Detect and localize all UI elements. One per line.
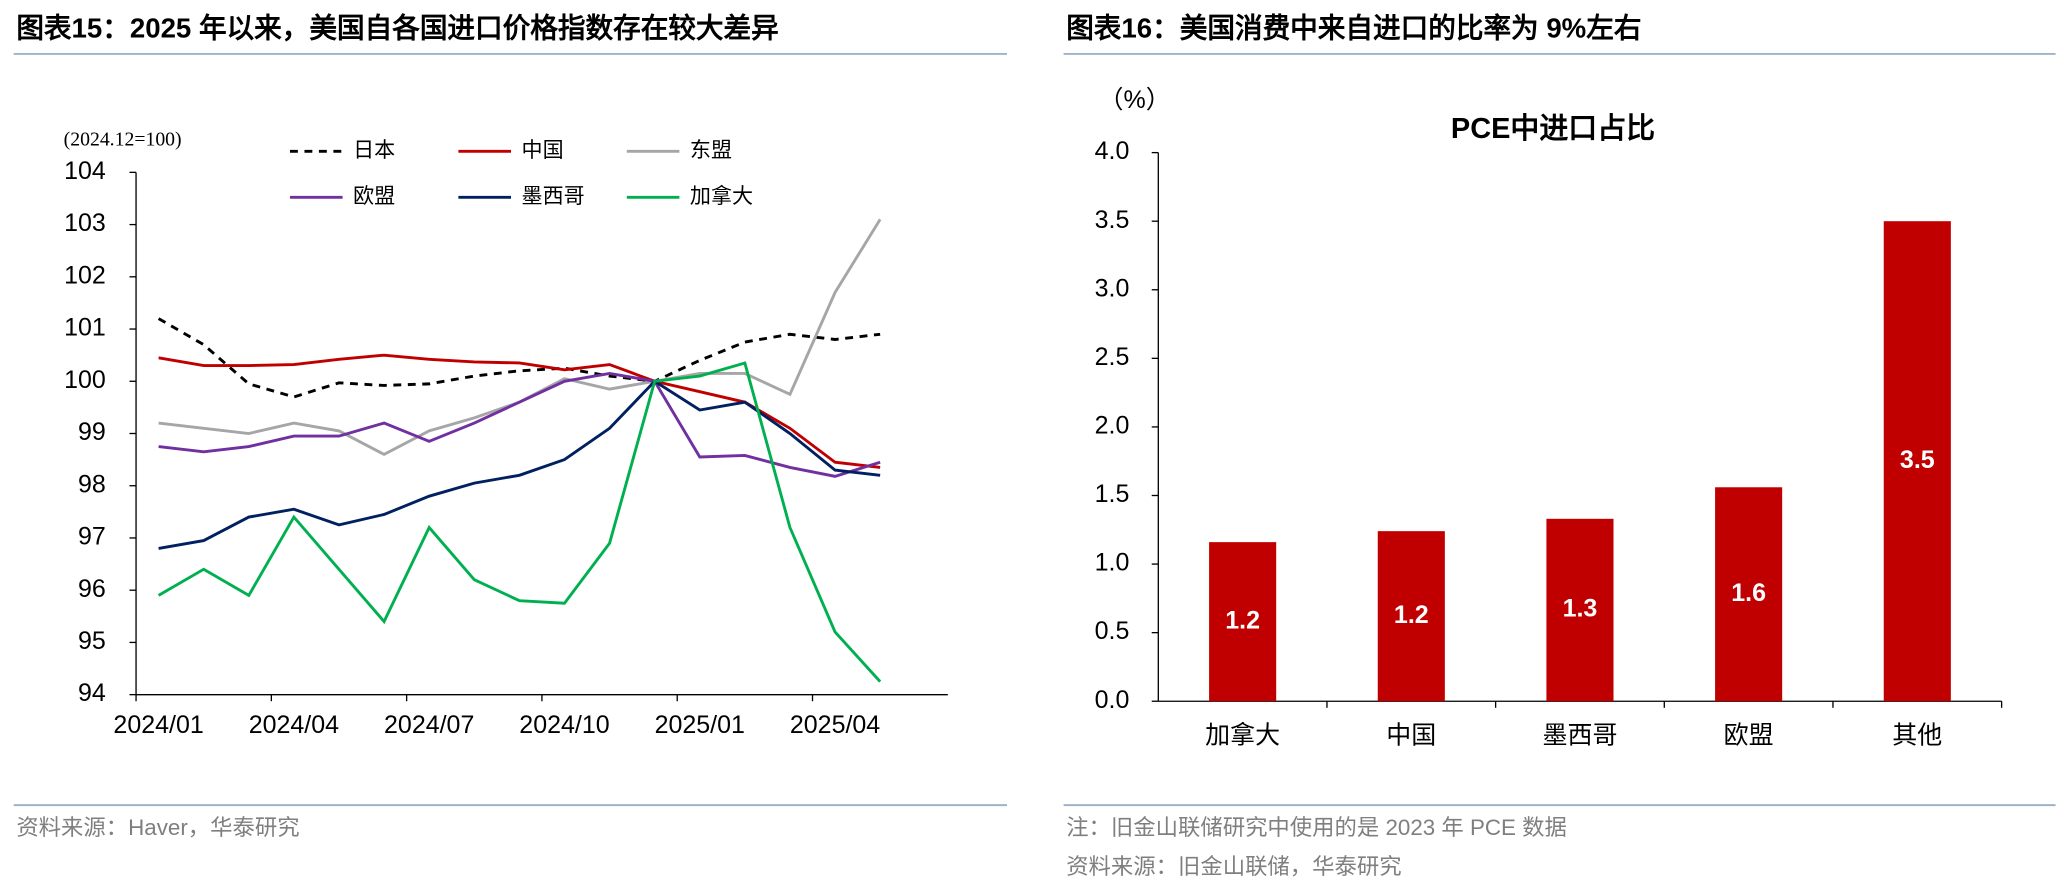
y-tick-label: 102 — [64, 261, 106, 289]
y-tick-label: 100 — [64, 366, 106, 394]
y-tick-label: 0.5 — [1095, 617, 1130, 645]
y-tick-label: 104 — [64, 157, 106, 185]
y-tick-label: 101 — [64, 314, 106, 342]
bar — [1209, 542, 1277, 702]
x-tick-label: 2024/04 — [249, 711, 339, 739]
series-line — [157, 317, 881, 399]
x-tick-label: 2024/01 — [113, 711, 203, 739]
figure-heading: 图表15：2025 年以来，美国自各国进口价格指数存在较大差异 — [16, 13, 778, 44]
y-tick-label: 0.0 — [1095, 686, 1130, 714]
series-line — [158, 353, 881, 469]
x-tick-label: 2024/10 — [519, 711, 609, 739]
source-note: 资料来源：Haver，华泰研究 — [16, 815, 299, 840]
legend-label: 欧盟 — [353, 184, 395, 208]
legend-label: 墨西哥 — [522, 185, 585, 208]
y-tick-label: 4.0 — [1095, 137, 1130, 165]
data-label: 1.6 — [1731, 579, 1766, 607]
x-tick-label: 2025/04 — [790, 711, 880, 739]
y-tick-label: 1.0 — [1095, 549, 1130, 577]
x-tick-label: 中国 — [1386, 720, 1436, 749]
y-tick-label: 94 — [78, 679, 106, 707]
y-tick-label: 99 — [78, 418, 106, 446]
y-tick-label: 103 — [64, 209, 106, 237]
y-axis-label: （%） — [1099, 86, 1171, 114]
data-label: 1.2 — [1225, 606, 1260, 634]
x-tick-label: 2025/01 — [655, 711, 745, 739]
legend-label: 加拿大 — [690, 183, 753, 208]
legend-label: 东盟 — [690, 138, 732, 162]
y-tick-label: 98 — [78, 470, 106, 498]
legend-label: 中国 — [522, 138, 564, 162]
y-tick-label: 3.0 — [1095, 274, 1130, 302]
figure-heading: 图表16：美国消费中来自进口的比率为 9%左右 — [1066, 13, 1641, 44]
series-line — [158, 371, 881, 478]
y-tick-label: 2.5 — [1095, 343, 1130, 371]
bar — [1883, 221, 1951, 702]
source-note: 资料来源：旧金山联储，华泰研究 — [1066, 854, 1401, 879]
bar — [1546, 518, 1614, 702]
y-tick-label: 3.5 — [1095, 206, 1130, 234]
y-tick-label: 95 — [78, 627, 106, 655]
bar — [1715, 487, 1783, 702]
data-label: 3.5 — [1900, 446, 1935, 474]
legend-label: 日本 — [353, 138, 395, 162]
y-tick-label: 97 — [78, 523, 106, 551]
x-tick-label: 加拿大 — [1205, 720, 1280, 749]
x-tick-label: 欧盟 — [1724, 720, 1774, 749]
subtitle: (2024.12=100) — [64, 128, 182, 150]
series-line — [157, 361, 882, 683]
x-tick-label: 其他 — [1892, 720, 1942, 749]
data-label: 1.2 — [1394, 601, 1429, 629]
source-note: 注：旧金山联储研究中使用的是 2023 年 PCE 数据 — [1066, 815, 1567, 840]
chart-title: PCE中进口占比 — [1451, 113, 1655, 145]
y-tick-label: 96 — [78, 575, 106, 603]
y-tick-label: 1.5 — [1095, 480, 1130, 508]
bar — [1377, 531, 1445, 702]
y-tick-label: 2.0 — [1095, 412, 1130, 440]
data-label: 1.3 — [1563, 595, 1598, 623]
x-tick-label: 2024/07 — [384, 711, 474, 739]
x-tick-label: 墨西哥 — [1542, 720, 1617, 749]
